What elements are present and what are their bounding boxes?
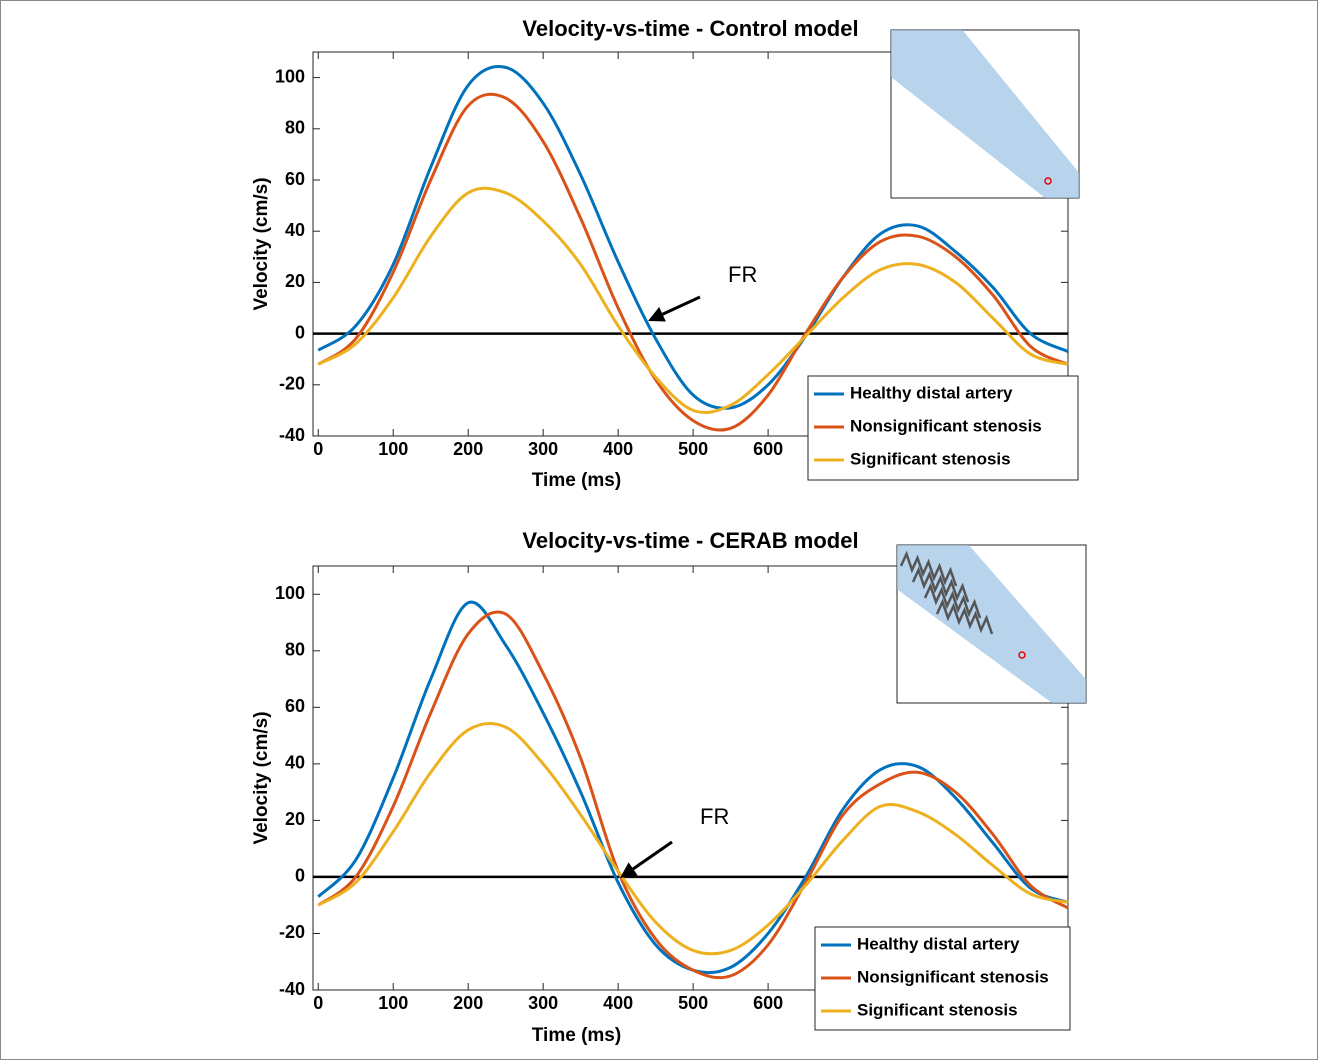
y-tick-label: 60 xyxy=(285,169,305,189)
x-tick-label: 0 xyxy=(313,439,323,459)
annotation: FR xyxy=(728,262,757,287)
inset-stent xyxy=(935,598,994,635)
x-tick-label: 400 xyxy=(603,993,633,1013)
data-line xyxy=(317,610,1069,980)
y-tick-label: 100 xyxy=(275,66,305,86)
x-tick-label: 100 xyxy=(378,993,408,1013)
data-line xyxy=(317,186,1069,414)
x-tick-label: 600 xyxy=(753,439,783,459)
x-tick-label: 500 xyxy=(678,439,708,459)
inset-stent xyxy=(899,550,958,587)
y-tick-label: 0 xyxy=(295,866,305,886)
x-tick-label: 300 xyxy=(528,439,558,459)
x-tick-label: 500 xyxy=(678,993,708,1013)
x-tick-label: 300 xyxy=(528,993,558,1013)
inset-stent xyxy=(923,582,982,619)
annotation-arrow xyxy=(661,295,701,316)
x-axis-label: Time (ms) xyxy=(532,470,621,491)
y-axis-label: Velocity (cm/s) xyxy=(251,711,272,844)
x-tick-label: 600 xyxy=(753,993,783,1013)
y-axis-label: Velocity (cm/s) xyxy=(251,177,272,310)
annotation-arrowhead xyxy=(620,862,638,878)
legend-box xyxy=(814,926,1071,1031)
x-tick-label: 200 xyxy=(453,439,483,459)
y-tick-label: 20 xyxy=(285,809,305,829)
y-tick-label: -40 xyxy=(279,979,305,999)
chart-title: Velocity-vs-time - CERAB model xyxy=(522,528,858,553)
x-tick-label: 0 xyxy=(313,993,323,1013)
legend-label: Healthy distal artery xyxy=(857,934,1020,953)
annotation-arrow xyxy=(632,840,673,871)
y-tick-label: -20 xyxy=(279,374,305,394)
inset xyxy=(896,544,1087,704)
annotation: FR xyxy=(700,804,729,829)
y-tick-label: 100 xyxy=(275,583,305,603)
inset-probe xyxy=(1018,651,1026,659)
legend-label: Significant stenosis xyxy=(850,449,1011,468)
y-tick-label: 0 xyxy=(295,322,305,342)
legend-label: Significant stenosis xyxy=(857,1000,1018,1019)
legend-label: Nonsignificant stenosis xyxy=(850,416,1042,435)
x-tick-label: 400 xyxy=(603,439,633,459)
y-tick-label: 60 xyxy=(285,696,305,716)
data-line xyxy=(317,65,1069,410)
inset-stent xyxy=(911,566,970,603)
y-tick-label: 80 xyxy=(285,640,305,660)
legend-label: Healthy distal artery xyxy=(850,383,1013,402)
inset xyxy=(890,29,1080,199)
chart-title: Velocity-vs-time - Control model xyxy=(522,16,858,41)
legend-label: Nonsignificant stenosis xyxy=(857,967,1049,986)
x-axis-label: Time (ms) xyxy=(532,1025,621,1046)
y-tick-label: 40 xyxy=(285,753,305,773)
legend-box xyxy=(807,375,1079,481)
inset-probe xyxy=(1044,177,1052,185)
inset-vessel xyxy=(891,30,1079,198)
annotation-arrowhead xyxy=(648,307,666,322)
data-line xyxy=(317,722,1069,956)
y-tick-label: -40 xyxy=(279,425,305,445)
x-tick-label: 100 xyxy=(378,439,408,459)
inset-vessel xyxy=(897,545,1086,703)
data-line xyxy=(317,92,1069,432)
x-tick-label: 200 xyxy=(453,993,483,1013)
y-tick-label: 20 xyxy=(285,271,305,291)
y-tick-label: 40 xyxy=(285,220,305,240)
y-tick-label: 80 xyxy=(285,118,305,138)
y-tick-label: -20 xyxy=(279,922,305,942)
